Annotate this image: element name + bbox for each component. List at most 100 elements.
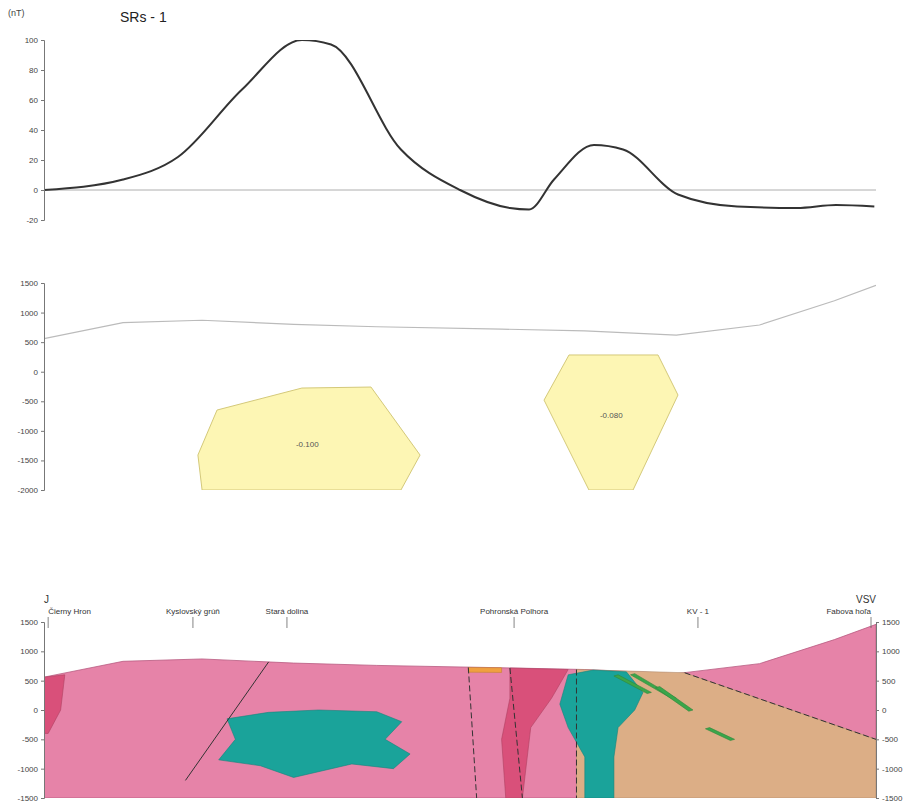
tick: 0	[34, 186, 44, 195]
direction-label: J	[44, 594, 49, 605]
place-label: Fabova hoľa	[826, 607, 871, 616]
tick-label: 100	[25, 36, 39, 45]
density-body	[544, 355, 678, 490]
tick: -1000	[18, 427, 44, 436]
tick-label: 40	[29, 126, 38, 135]
body-label: -0.100	[296, 440, 319, 449]
place-label: KV - 1	[687, 607, 710, 616]
axis-line	[41, 41, 45, 221]
body-label: -0.080	[600, 411, 623, 420]
tick-mark	[876, 710, 879, 711]
tick-mark	[41, 220, 44, 221]
tick-mark	[41, 769, 44, 770]
tick: -500	[22, 735, 44, 744]
tick-label: 500	[25, 677, 39, 686]
tick: -1000	[18, 765, 44, 774]
tick: 0	[876, 706, 887, 715]
tick: 1000	[876, 647, 900, 656]
tick: 500	[876, 677, 896, 686]
axis-line	[877, 623, 880, 799]
axis-line	[41, 284, 45, 491]
tick: -20	[26, 216, 44, 225]
tick-label: 0	[882, 706, 887, 715]
tick-mark	[41, 739, 44, 740]
tick-mark	[876, 769, 879, 770]
tick-mark	[41, 130, 44, 131]
tick-mark	[41, 100, 44, 101]
tick-label: 500	[25, 338, 39, 347]
tick-mark	[41, 490, 44, 491]
tick-mark	[876, 622, 879, 623]
tick-mark	[41, 431, 44, 432]
geologic-unit	[219, 710, 410, 777]
tick-label: 1500	[20, 618, 38, 627]
tick: 80	[29, 66, 44, 75]
geologic-unit	[656, 687, 693, 712]
geologic-unit	[468, 667, 501, 672]
tick-mark	[41, 681, 44, 682]
fault	[576, 670, 577, 798]
tick: 1500	[20, 618, 44, 627]
place-marker	[697, 617, 698, 628]
tick-label: 1000	[20, 309, 38, 318]
tick-mark	[41, 798, 44, 799]
plot-area	[44, 285, 876, 490]
y-axis-left: -1500 -1000 -500 0 500 1000 1500	[18, 618, 45, 803]
tick-label: -20	[26, 216, 38, 225]
tick-label: -1500	[882, 794, 903, 803]
place-label: Stará dolina	[266, 607, 309, 616]
tick-label: 60	[29, 96, 38, 105]
tick: 1500	[20, 279, 44, 288]
tick-label: -1500	[18, 794, 39, 803]
tick: 0	[34, 706, 44, 715]
place-marker	[48, 617, 49, 628]
tick-mark	[876, 798, 879, 799]
fault	[468, 667, 476, 798]
tick-label: 1500	[882, 618, 900, 627]
tick-mark	[41, 313, 44, 314]
tick: 1500	[876, 618, 900, 627]
tick-mark	[41, 622, 44, 623]
geologic-unit	[614, 675, 651, 694]
tick: 500	[25, 677, 44, 686]
tick-label: 80	[29, 66, 38, 75]
tick-label: -500	[882, 735, 899, 744]
topography	[44, 285, 876, 338]
tick-mark	[41, 160, 44, 161]
tick-label: -500	[22, 397, 39, 406]
granite-background	[44, 624, 876, 798]
tick-label: -1000	[18, 765, 39, 774]
tick: 1000	[20, 309, 44, 318]
panel-section: -1500 -1000 -500 0 500 1000 1500 -1500 -1000 -500…	[18, 594, 903, 803]
tick-mark	[41, 401, 44, 402]
direction-label: VSV	[856, 594, 876, 605]
plot-area	[44, 624, 876, 798]
tick-label: 0	[34, 186, 39, 195]
tick: -1500	[18, 456, 44, 465]
tick-mark	[41, 283, 44, 284]
tick-mark	[41, 70, 44, 71]
place-marker	[871, 617, 872, 628]
title: SRs - 1	[120, 9, 167, 25]
tick: 500	[25, 338, 44, 347]
y-axis-left: -20 0 20 40 60 80 100	[25, 36, 45, 225]
place-marker	[192, 617, 193, 628]
place-marker	[286, 617, 287, 628]
tick: -1500	[18, 794, 44, 803]
tick-label: -1000	[18, 427, 39, 436]
tick-label: 0	[34, 368, 39, 377]
tick-label: -500	[22, 735, 39, 744]
tick-label: -1000	[882, 765, 903, 774]
geologic-unit	[502, 668, 569, 798]
tick-mark	[41, 190, 44, 191]
tick-mark	[41, 372, 44, 373]
tick: 40	[29, 126, 44, 135]
fault	[685, 673, 876, 740]
tick-label: 0	[34, 706, 39, 715]
tick-mark	[876, 681, 879, 682]
y-axis-left: -2000-1500-1000-500050010001500	[18, 279, 45, 495]
tick-label: 500	[882, 677, 896, 686]
tick: 20	[29, 156, 44, 165]
place-marker	[514, 617, 515, 628]
tick: 1000	[20, 647, 44, 656]
